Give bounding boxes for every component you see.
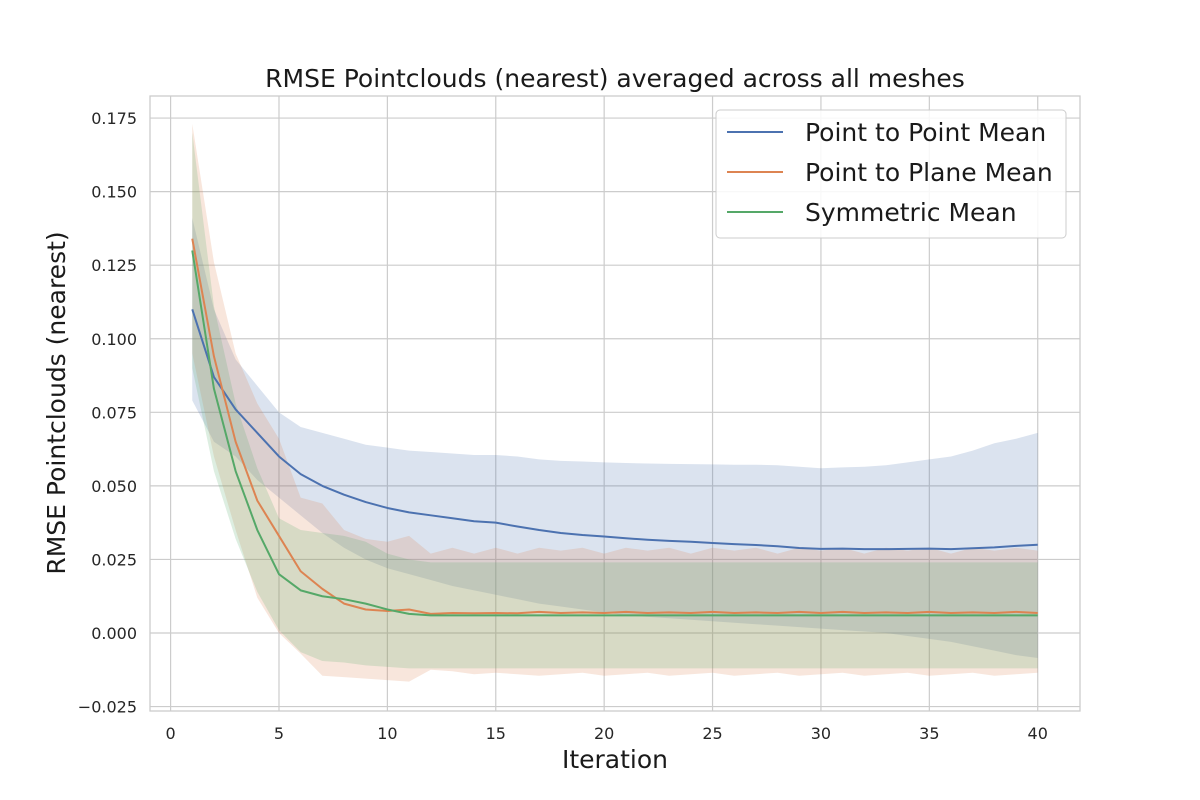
y-tick-label: 0.075 xyxy=(91,403,137,422)
y-tick-label: 0.025 xyxy=(91,550,137,569)
legend-box xyxy=(715,109,1067,239)
series-lines xyxy=(191,238,1038,617)
x-tick-label: 35 xyxy=(919,724,939,743)
x-tick-label: 15 xyxy=(486,724,506,743)
legend-label-point-to-point: Point to Point Mean xyxy=(805,118,1046,147)
series-line-symmetric-mean xyxy=(191,250,1038,617)
legend: Point to Point Mean Point to Plane Mean … xyxy=(715,109,1067,239)
y-tick-label: 0.150 xyxy=(91,183,137,202)
y-axis-label: RMSE Pointclouds (nearest) xyxy=(42,231,71,574)
series-line-point-to-point-mean xyxy=(191,309,1038,551)
x-tick-label: 40 xyxy=(1028,724,1048,743)
x-tick-label: 30 xyxy=(811,724,831,743)
plot-frame xyxy=(149,95,1081,712)
legend-label-symmetric: Symmetric Mean xyxy=(805,198,1017,227)
chart-title: RMSE Pointclouds (nearest) averaged acro… xyxy=(265,64,965,93)
tick-labels: 0 5 10 15 20 25 30 35 40 −0.025 0.000 0.025 0.050 0.0… xyxy=(78,109,1048,743)
legend-label-point-to-plane: Point to Plane Mean xyxy=(805,158,1053,187)
x-tick-label: 25 xyxy=(702,724,722,743)
y-tick-label: 0.000 xyxy=(91,624,137,643)
x-tick-label: 20 xyxy=(594,724,614,743)
series-line-point-to-plane-mean xyxy=(191,238,1038,615)
band-point-to-plane-mean xyxy=(192,123,1038,682)
y-tick-label: −0.025 xyxy=(78,698,137,717)
grid-lines xyxy=(150,96,1080,711)
x-tick-label: 5 xyxy=(274,724,284,743)
x-axis-label: Iteration xyxy=(562,745,668,774)
x-tick-label: 0 xyxy=(166,724,176,743)
y-tick-label: 0.050 xyxy=(91,477,137,496)
x-tick-label: 10 xyxy=(377,724,397,743)
y-tick-label: 0.175 xyxy=(91,109,137,128)
y-tick-label: 0.100 xyxy=(91,330,137,349)
y-tick-label: 0.125 xyxy=(91,256,137,275)
